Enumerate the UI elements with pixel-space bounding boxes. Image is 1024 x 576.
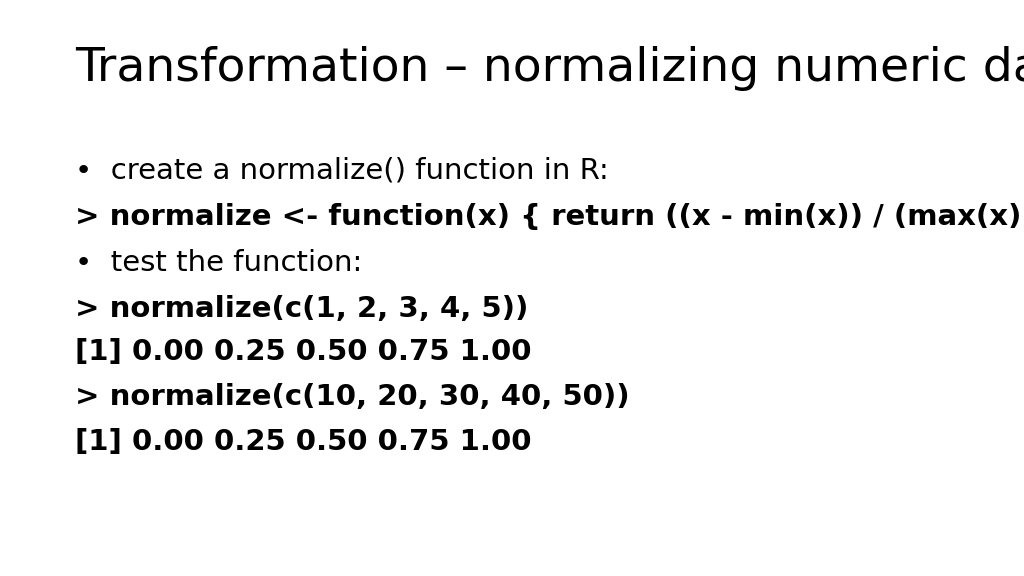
Text: •  test the function:: • test the function: bbox=[75, 249, 362, 277]
Text: > normalize(c(10, 20, 30, 40, 50)): > normalize(c(10, 20, 30, 40, 50)) bbox=[75, 383, 630, 411]
Text: Transformation – normalizing numeric data: Transformation – normalizing numeric dat… bbox=[75, 46, 1024, 91]
Text: > normalize(c(1, 2, 3, 4, 5)): > normalize(c(1, 2, 3, 4, 5)) bbox=[75, 295, 528, 323]
Text: > normalize <- function(x) { return ((x - min(x)) / (max(x) - min(x))) }: > normalize <- function(x) { return ((x … bbox=[75, 203, 1024, 231]
Text: •  create a normalize() function in R:: • create a normalize() function in R: bbox=[75, 156, 608, 184]
Text: [1] 0.00 0.25 0.50 0.75 1.00: [1] 0.00 0.25 0.50 0.75 1.00 bbox=[75, 428, 531, 456]
Text: [1] 0.00 0.25 0.50 0.75 1.00: [1] 0.00 0.25 0.50 0.75 1.00 bbox=[75, 338, 531, 366]
